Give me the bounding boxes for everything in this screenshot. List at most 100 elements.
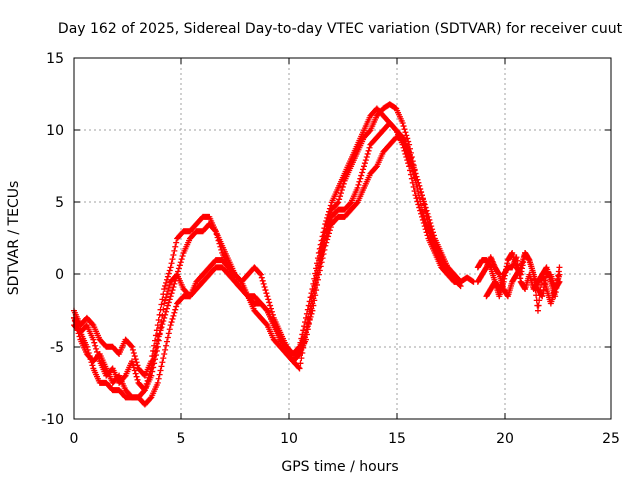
data-point (303, 324, 310, 331)
data-point (149, 368, 156, 375)
data-point (536, 292, 543, 299)
data-point (456, 282, 463, 289)
data-point (89, 321, 96, 328)
data-point (419, 209, 426, 216)
data-point (310, 302, 317, 309)
data-point (413, 173, 420, 180)
series-track-d (71, 101, 464, 379)
data-point (304, 319, 311, 326)
data-point (403, 132, 410, 139)
data-point (317, 263, 324, 270)
data-point (361, 160, 368, 167)
data-point (310, 288, 317, 295)
data-point (157, 306, 164, 313)
data-point (360, 166, 367, 173)
data-point (418, 189, 425, 196)
data-point (158, 324, 165, 331)
data-point (325, 233, 332, 240)
data-point (157, 367, 164, 374)
plot-frame (73, 57, 612, 420)
data-point (308, 298, 315, 305)
data-point (418, 192, 425, 199)
data-point (412, 170, 419, 177)
data-point (89, 362, 96, 369)
x-tick-label: 0 (70, 431, 79, 447)
data-point (323, 239, 330, 246)
data-point (176, 262, 183, 269)
x-tick-label: 25 (602, 431, 620, 447)
data-point (337, 190, 344, 197)
data-point (536, 297, 543, 304)
data-point (408, 154, 415, 161)
data-point (531, 281, 538, 288)
data-point (171, 247, 178, 254)
data-point (415, 179, 422, 186)
data-point (408, 175, 415, 182)
data-point (400, 137, 407, 144)
data-point (269, 311, 276, 318)
data-point (324, 222, 331, 229)
data-point (354, 184, 361, 191)
data-point (172, 306, 179, 313)
data-point (173, 239, 180, 246)
data-point (168, 260, 175, 267)
data-point (315, 271, 322, 278)
data-point (131, 367, 138, 374)
data-point (335, 199, 342, 206)
data-point (309, 293, 316, 300)
data-point (416, 182, 423, 189)
data-point (411, 166, 418, 173)
x-tick-label: 20 (496, 431, 514, 447)
data-point (419, 196, 426, 203)
data-point (322, 228, 329, 235)
y-tick-label: 0 (55, 267, 64, 283)
x-tick-label: 10 (280, 431, 298, 447)
data-point (162, 282, 169, 289)
data-point (319, 240, 326, 247)
data-point (267, 302, 274, 309)
data-point (298, 355, 305, 362)
data-point (426, 224, 433, 231)
data-point (305, 320, 312, 327)
data-point (161, 300, 168, 307)
data-point (166, 296, 173, 303)
data-point (264, 293, 271, 300)
data-point (314, 281, 321, 288)
data-point (132, 370, 139, 377)
data-point (355, 181, 362, 188)
data-point (173, 303, 180, 310)
data-point (164, 288, 171, 295)
data-point (147, 395, 154, 402)
data-point (430, 236, 437, 243)
data-point (170, 283, 177, 290)
y-tick-labels: -10 -5 0 5 10 15 (41, 51, 64, 428)
data-point (363, 154, 370, 161)
data-point (154, 379, 161, 386)
data-point (168, 319, 175, 326)
x-tick-labels: 0 5 10 15 20 25 (70, 431, 620, 447)
data-point (129, 361, 136, 368)
data-point (429, 233, 436, 240)
data-point (153, 327, 160, 334)
data-point (299, 349, 306, 356)
data-point (165, 299, 172, 306)
data-point (163, 294, 170, 301)
data-point (83, 343, 90, 350)
data-point (159, 359, 166, 366)
data-point (365, 147, 372, 154)
data-point (556, 264, 563, 271)
data-point (312, 277, 319, 284)
data-point (155, 316, 162, 323)
data-point (130, 364, 137, 371)
data-point (425, 221, 432, 228)
data-point (421, 204, 428, 211)
data-point (154, 336, 161, 343)
data-point (149, 353, 156, 360)
data-point (263, 306, 270, 313)
data-point (430, 239, 437, 246)
y-tick-label: 10 (46, 123, 64, 139)
data-point (413, 195, 420, 202)
data-point (338, 187, 345, 194)
series-track-g (483, 249, 563, 314)
data-point (161, 286, 168, 293)
